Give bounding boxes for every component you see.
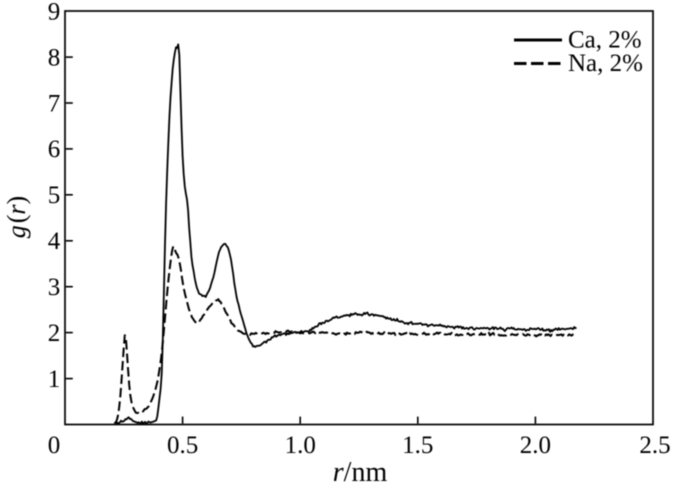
svg-text:3: 3 xyxy=(48,274,61,301)
svg-text:r/nm: r/nm xyxy=(333,457,388,488)
svg-text:6: 6 xyxy=(48,136,61,163)
svg-text:9: 9 xyxy=(48,0,61,25)
svg-text:0: 0 xyxy=(48,432,61,459)
svg-text:1.5: 1.5 xyxy=(402,432,433,459)
svg-text:2: 2 xyxy=(48,320,61,347)
svg-text:2.0: 2.0 xyxy=(520,432,551,459)
svg-text:8: 8 xyxy=(48,44,61,71)
svg-text:2.5: 2.5 xyxy=(639,432,670,459)
svg-text:5: 5 xyxy=(48,182,61,209)
svg-text:7: 7 xyxy=(48,90,61,117)
svg-text:1: 1 xyxy=(48,366,61,393)
svg-text:4: 4 xyxy=(48,228,61,255)
svg-text:Ca, 2%: Ca, 2% xyxy=(568,27,642,54)
svg-text:g(r): g(r) xyxy=(2,196,31,238)
svg-text:1.0: 1.0 xyxy=(285,432,316,459)
svg-text:Na, 2%: Na, 2% xyxy=(568,50,643,77)
svg-text:0.5: 0.5 xyxy=(167,432,198,459)
